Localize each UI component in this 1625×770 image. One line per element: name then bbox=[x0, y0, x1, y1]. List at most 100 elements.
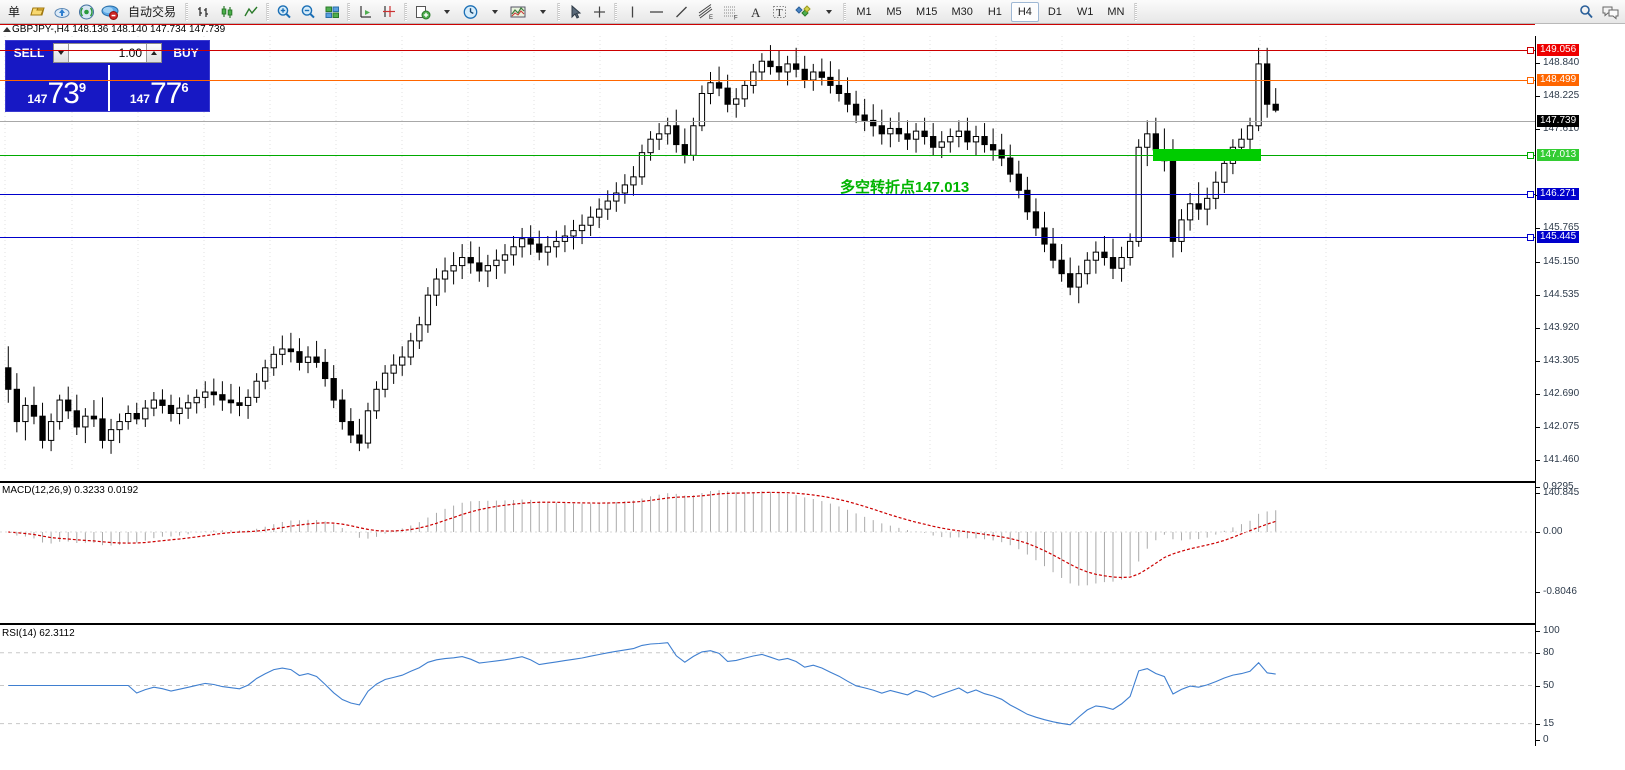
cursor-icon[interactable] bbox=[564, 1, 586, 23]
green-zone-rectangle[interactable] bbox=[1153, 149, 1261, 161]
zoom-in-icon[interactable] bbox=[273, 1, 295, 23]
buy-price-display[interactable]: 147 77 6 bbox=[107, 65, 210, 111]
level-line-147013[interactable] bbox=[0, 155, 1535, 156]
volume-input[interactable]: 1.00 bbox=[69, 44, 146, 62]
macd-scale-tick-label: -0.8046 bbox=[1543, 586, 1577, 597]
toolbar-separator bbox=[843, 2, 847, 21]
tile-windows-icon[interactable] bbox=[321, 1, 343, 23]
scale-tick bbox=[1536, 427, 1540, 428]
candlestick-chart-icon[interactable] bbox=[216, 1, 238, 23]
pivot-annotation-label[interactable]: 多空转折点147.013 bbox=[840, 179, 970, 196]
fibonacci-icon[interactable]: F bbox=[719, 1, 742, 23]
timeframe-m30[interactable]: M30 bbox=[951, 5, 973, 18]
chart-collapse-icon[interactable] bbox=[3, 27, 11, 32]
timeframe-h4[interactable]: H4 bbox=[1010, 1, 1039, 22]
one-click-trading-panel[interactable]: SELL 1.00 BUY 147 73 9 147 77 6 bbox=[5, 40, 210, 112]
text-box-icon[interactable]: T bbox=[768, 1, 790, 23]
zoom-out-icon[interactable] bbox=[297, 1, 319, 23]
scale-tick-label: 148.225 bbox=[1543, 90, 1580, 101]
level-handle-148499[interactable] bbox=[1527, 77, 1534, 84]
toolbar-separator bbox=[1134, 2, 1138, 21]
price-tag-147013[interactable]: 147.013 bbox=[1537, 149, 1580, 161]
timeframe-w1[interactable]: W1 bbox=[1076, 5, 1094, 18]
rsi-pane-separator bbox=[0, 623, 1625, 625]
crosshair-icon[interactable] bbox=[588, 1, 610, 23]
volume-decrease-icon[interactable] bbox=[54, 44, 69, 62]
sell-price-display[interactable]: 147 73 9 bbox=[6, 65, 108, 111]
price-tag-146271[interactable]: 146.271 bbox=[1537, 188, 1580, 200]
level-line-145445[interactable] bbox=[0, 237, 1535, 238]
shapes-icon[interactable] bbox=[792, 1, 815, 23]
volume-increase-icon[interactable] bbox=[146, 44, 161, 62]
equidistant-channel-icon[interactable]: E bbox=[694, 1, 717, 23]
period-icon[interactable] bbox=[459, 1, 481, 23]
svg-text:E: E bbox=[709, 15, 713, 20]
price-tag-145445[interactable]: 145.445 bbox=[1537, 231, 1580, 243]
autotrade-label: 自动交易 bbox=[128, 5, 177, 19]
timeframe-m1[interactable]: M1 bbox=[856, 5, 872, 18]
bar-chart-icon[interactable] bbox=[192, 1, 214, 23]
level-handle-145445[interactable] bbox=[1527, 234, 1534, 241]
rsi-scale-tick-label: 15 bbox=[1543, 718, 1555, 729]
vertical-line-icon[interactable] bbox=[621, 1, 643, 23]
market-icon[interactable] bbox=[99, 1, 121, 23]
line-chart-icon[interactable] bbox=[240, 1, 262, 23]
scale-tick bbox=[1536, 129, 1540, 130]
trendline-icon[interactable] bbox=[670, 1, 692, 23]
scale-tick bbox=[1536, 228, 1540, 229]
occ-price-row: 147 73 9 147 77 6 bbox=[6, 65, 209, 111]
text-label-icon[interactable]: A bbox=[744, 1, 766, 23]
chart-canvas-area[interactable]: GBPJPY-,H4 148.136 148.140 147.734 147.7… bbox=[0, 24, 1625, 770]
horizontal-line-icon[interactable] bbox=[645, 1, 668, 23]
price-tag-147739[interactable]: 147.739 bbox=[1537, 115, 1580, 127]
timeframe-m5[interactable]: M5 bbox=[886, 5, 902, 18]
new-object-dropdown[interactable] bbox=[435, 1, 457, 23]
scale-tick-label: 142.075 bbox=[1543, 421, 1580, 432]
sell-button[interactable]: SELL bbox=[6, 41, 52, 65]
scale-tick bbox=[1536, 96, 1540, 97]
folder-icon[interactable] bbox=[27, 1, 49, 23]
scale-tick bbox=[1536, 460, 1540, 461]
price-scale[interactable]: 148.840148.225147.610146.390145.765145.1… bbox=[1535, 36, 1625, 754]
buy-button[interactable]: BUY bbox=[163, 41, 209, 65]
timeframe-h1[interactable]: H1 bbox=[987, 5, 1002, 18]
level-handle-147013[interactable] bbox=[1527, 152, 1534, 159]
shapes-dropdown[interactable] bbox=[817, 1, 839, 23]
data-window-icon[interactable] bbox=[354, 1, 376, 23]
toolbar-separator bbox=[404, 2, 408, 21]
level-line-149056[interactable] bbox=[0, 50, 1535, 51]
timeframe-m15[interactable]: M15 bbox=[916, 5, 938, 18]
grid-icon[interactable] bbox=[378, 1, 400, 23]
scale-tick-label: 141.460 bbox=[1543, 454, 1580, 465]
macd-pane-separator bbox=[0, 481, 1625, 483]
level-line-146271[interactable] bbox=[0, 194, 1535, 195]
search-icon[interactable] bbox=[1575, 1, 1597, 23]
buy-fraction: 6 bbox=[181, 80, 189, 95]
signal-icon[interactable] bbox=[75, 1, 97, 23]
indicator-dropdown[interactable] bbox=[531, 1, 553, 23]
scale-tick bbox=[1536, 262, 1540, 263]
cloud-upload-icon[interactable] bbox=[51, 1, 73, 23]
level-handle-146271[interactable] bbox=[1527, 191, 1534, 198]
timeframe-mn[interactable]: MN bbox=[1107, 5, 1125, 18]
scale-tick bbox=[1536, 592, 1540, 593]
price-tag-149056[interactable]: 149.056 bbox=[1537, 44, 1580, 56]
volume-stepper[interactable]: 1.00 bbox=[53, 43, 162, 63]
level-handle-149056[interactable] bbox=[1527, 47, 1534, 54]
chat-icon[interactable] bbox=[1599, 1, 1622, 23]
rsi-scale-tick-label: 50 bbox=[1543, 680, 1555, 691]
timeframe-d1[interactable]: D1 bbox=[1047, 5, 1062, 18]
new-object-icon[interactable] bbox=[411, 1, 433, 23]
scale-tick-label: 143.305 bbox=[1543, 355, 1580, 366]
price-tag-148499[interactable]: 148.499 bbox=[1537, 74, 1580, 86]
autotrade-button[interactable]: 自动交易 bbox=[123, 1, 181, 23]
svg-text:F: F bbox=[734, 15, 738, 20]
indicator-icon[interactable] bbox=[507, 1, 529, 23]
toolbar-separator bbox=[347, 2, 351, 21]
scale-tick bbox=[1536, 487, 1540, 488]
period-dropdown[interactable] bbox=[483, 1, 505, 23]
svg-text:A: A bbox=[751, 5, 761, 20]
scale-tick bbox=[1536, 740, 1540, 741]
macd-chart-svg bbox=[0, 490, 1535, 586]
level-line-148499[interactable] bbox=[0, 80, 1535, 81]
